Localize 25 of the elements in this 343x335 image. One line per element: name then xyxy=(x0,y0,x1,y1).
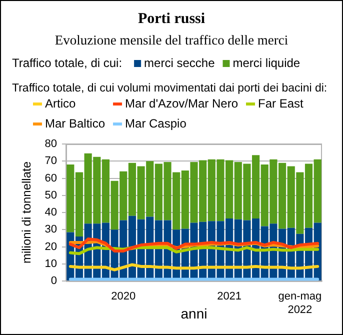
legend-label: merci liquide xyxy=(232,56,300,70)
legend-label: Mar Caspio xyxy=(125,116,187,130)
x-axis-title: anni xyxy=(180,305,208,322)
chart-title: Porti russi xyxy=(138,10,206,27)
y-tick-label: 20 xyxy=(44,240,57,253)
legend-title: Traffico totale, di cui: xyxy=(12,56,122,70)
legend-label: Artico xyxy=(45,96,76,110)
chart-subtitle: Evoluzione mensile del traffico delle merci xyxy=(54,32,288,48)
y-tick-label: 70 xyxy=(44,155,57,168)
y-axis-title: milioni di tonnellate xyxy=(20,161,34,264)
x-tick-label: gen-mag 2022 xyxy=(278,290,322,316)
y-tick-label: 50 xyxy=(44,189,57,202)
y-tick-label: 0 xyxy=(50,275,57,288)
legend-label: merci secche xyxy=(144,56,216,70)
x-tick-label: 2021 xyxy=(217,290,242,303)
legend-label: Mar Baltico xyxy=(45,116,106,130)
y-tick-label: 80 xyxy=(44,138,57,150)
x-tick-label: 2020 xyxy=(111,290,136,303)
text: Traffico totale, di cui volumi movimentati dai porti dei bacini di: xyxy=(12,82,328,95)
y-tick-label: 40 xyxy=(44,206,57,219)
legend-label: Mar d'Azov/Mar Nero xyxy=(125,96,238,110)
y-tick-label: 60 xyxy=(44,172,57,184)
y-tick-label: 10 xyxy=(44,258,57,270)
legend-label: Far East xyxy=(258,96,304,110)
y-tick-label: 30 xyxy=(44,224,57,236)
